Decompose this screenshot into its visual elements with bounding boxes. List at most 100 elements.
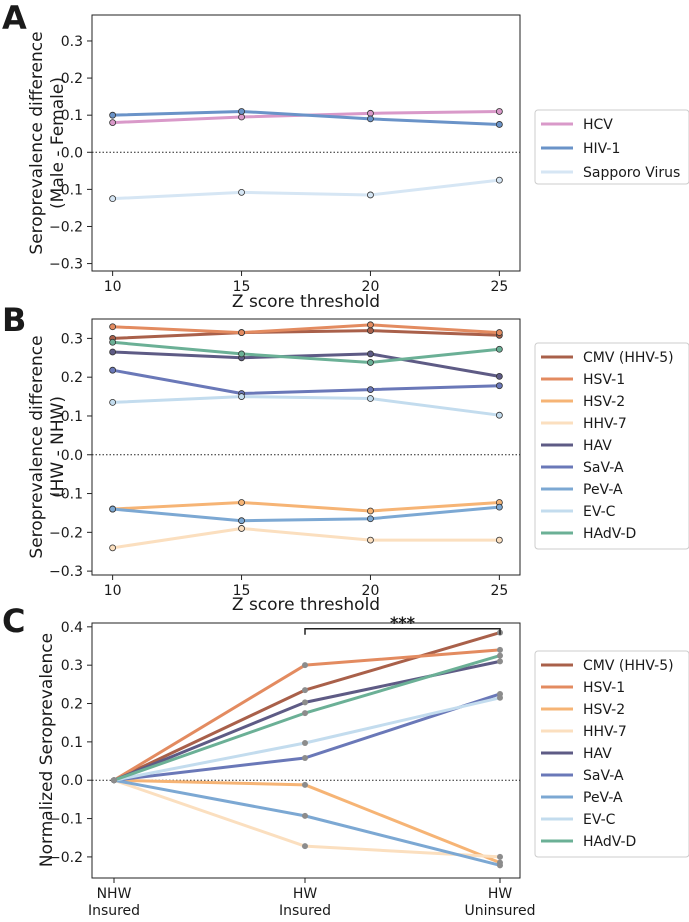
panel-b-point-pev-a — [109, 505, 117, 513]
panel-b-yticks: −0.3 −0.2 −0.1 0.0 0.1 0.2 0.3 — [49, 331, 92, 580]
panel-a-point-hiv-1 — [495, 121, 503, 128]
panel-b-point-hsv-2 — [238, 499, 245, 506]
panel-b-legend-label-hhv-7: HHV-7 — [583, 416, 627, 432]
panel-a-legend-label-hcv: HCV — [583, 117, 613, 133]
panel-a: A Seroprevalence difference (Male - Fema… — [2, 0, 689, 312]
panel-c-legend-label-hhv-7: HHV-7 — [583, 724, 627, 740]
panel-b-point-hhv-7 — [367, 536, 374, 544]
panel-a-ytick-label: −0.1 — [49, 182, 83, 198]
panel-b-point-hhv-7 — [495, 536, 503, 544]
panel-b-ylabel: Seroprevalence difference (HW - NHW) — [27, 335, 68, 558]
panel-b-point-hav — [109, 348, 117, 356]
panel-a-ytick-label: 0.0 — [61, 145, 83, 161]
panel-c-significance: *** — [304, 613, 501, 635]
panel-a-ytick-label: 0.3 — [61, 34, 83, 50]
panel-b-ytick-label: −0.2 — [49, 525, 83, 541]
panel-b-point-hsv-1 — [238, 329, 245, 336]
panel-b-point-hsv-1 — [495, 329, 503, 336]
panel-a-xlabel: Z score threshold — [232, 292, 380, 312]
panel-a-point-hcv — [109, 119, 117, 126]
panel-c-xtick-label: HW — [293, 886, 318, 902]
panel-c-point-hadv-d — [497, 652, 503, 659]
panel-b-label: B — [2, 301, 26, 339]
panel-b-point-sav-a — [109, 366, 117, 374]
panel-b-ytick-label: 0.2 — [61, 370, 83, 386]
panel-c-point-hadv-d — [302, 710, 308, 717]
panel-c-point-hsv-2 — [302, 781, 308, 788]
panel-a-ytick-label: −0.3 — [49, 257, 83, 273]
panel-b-point-hadv-d — [367, 359, 374, 366]
panel-c-point-hav — [497, 658, 503, 665]
panel-b-ylabel-line2: (HW - NHW) — [48, 396, 68, 498]
panel-b-series-line-hhv-7 — [111, 526, 501, 550]
panel-c-legend-label-sav-a: SaV-A — [583, 768, 624, 784]
panel-b-legend-label-hadv-d: HAdV-D — [583, 526, 636, 542]
panel-c-point-hsv-1 — [302, 662, 308, 669]
panel-a-series-line-sapporo-virus — [111, 178, 501, 201]
panel-b: B Seroprevalence difference (HW - NHW) Z… — [2, 301, 689, 615]
panel-c-series-line-ev-c — [112, 696, 502, 782]
panel-c-legend: CMV (HHV-5) HSV-1 HSV-2 HHV-7 HAV SaV-A PeV-A E… — [534, 650, 689, 858]
panel-b-point-hadv-d — [238, 350, 245, 358]
panel-c-point-cmv-hhv-5 — [302, 687, 308, 694]
panel-a-ytick-label: −0.2 — [49, 219, 83, 235]
panel-c-legend-box — [534, 650, 689, 858]
panel-a-point-sapporo-virus — [238, 188, 245, 196]
panel-a-ylabel: Seroprevalence difference (Male - Female… — [27, 31, 68, 254]
panel-a-legend-label-sapporo-virus: Sapporo Virus — [583, 165, 680, 181]
panel-b-legend-label-ev-c: EV-C — [583, 504, 616, 520]
panel-c-ytick-label: 0.4 — [61, 620, 83, 636]
panel-b-series-line-ev-c — [111, 395, 501, 417]
panel-a-point-hcv — [238, 113, 245, 121]
panel-c-point-pev-a — [497, 862, 503, 869]
panel-b-ytick-label: −0.3 — [49, 564, 83, 580]
panel-b-legend-label-hsv-2: HSV-2 — [583, 394, 625, 410]
panel-c-point-ev-c — [302, 740, 308, 747]
panel-b-point-hhv-7 — [109, 544, 117, 552]
panel-b-point-pev-a — [495, 503, 503, 511]
panel-c-xtick-label: Insured — [279, 903, 331, 919]
panel-b-xtick-label: 15 — [233, 583, 251, 599]
panel-c: C Normalized Seroprevalence −0.2 −0.1 0.0 0… — [2, 602, 689, 919]
panel-b-xtick-label: 25 — [490, 583, 508, 599]
panel-b-point-hav — [495, 373, 503, 380]
panel-b-ytick-label: 0.0 — [61, 448, 83, 464]
panel-c-legend-label-hsv-2: HSV-2 — [583, 702, 625, 718]
panel-c-significance-label: *** — [390, 613, 416, 632]
panel-b-legend-box — [534, 342, 689, 550]
panel-a-series-line-hiv-1 — [111, 109, 501, 126]
panel-a-ylabel-line1: Seroprevalence difference — [27, 31, 47, 254]
panel-c-legend-label-hav: HAV — [583, 746, 612, 762]
panel-b-series-line-hadv-d — [111, 340, 501, 364]
panel-c-legend-label-cmv-hhv-5: CMV (HHV-5) — [583, 658, 674, 674]
panel-a-frame — [91, 14, 521, 272]
panel-b-frame — [91, 318, 521, 576]
panel-c-point-hadv-d — [111, 777, 117, 784]
panel-c-legend-label-ev-c: EV-C — [583, 812, 616, 828]
panel-c-xtick-label: Uninsured — [465, 903, 536, 919]
panel-b-ytick-label: −0.1 — [49, 487, 83, 503]
panel-a-xtick-label: 10 — [104, 279, 122, 295]
panel-c-ytick-label: 0.3 — [61, 658, 83, 674]
panel-b-xtick-label: 20 — [362, 583, 380, 599]
panel-a-point-hcv — [367, 109, 374, 117]
panel-c-ytick-label: −0.1 — [49, 812, 83, 828]
panel-c-ytick-label: 0.0 — [61, 773, 83, 789]
panel-b-series-line-hsv-2 — [111, 500, 501, 513]
panel-b-point-ev-c — [109, 398, 117, 406]
panel-b-legend-label-pev-a: PeV-A — [583, 482, 623, 498]
panel-b-point-sav-a — [367, 386, 374, 393]
panel-c-frame — [91, 622, 521, 879]
panel-c-series — [111, 629, 503, 869]
panel-c-yticks: −0.2 −0.1 0.0 0.1 0.2 0.3 0.4 — [49, 620, 92, 866]
panel-b-point-ev-c — [495, 411, 503, 419]
panel-c-significance-bracket — [304, 628, 501, 635]
panel-a-point-sapporo-virus — [495, 176, 503, 184]
panel-a-point-hiv-1 — [238, 108, 245, 115]
panel-a-point-sapporo-virus — [109, 195, 117, 203]
panel-c-ytick-label: 0.2 — [61, 697, 83, 713]
panel-b-point-hhv-7 — [238, 525, 245, 532]
panel-b-legend-label-sav-a: SaV-A — [583, 460, 624, 476]
panel-c-point-ev-c — [497, 694, 503, 701]
